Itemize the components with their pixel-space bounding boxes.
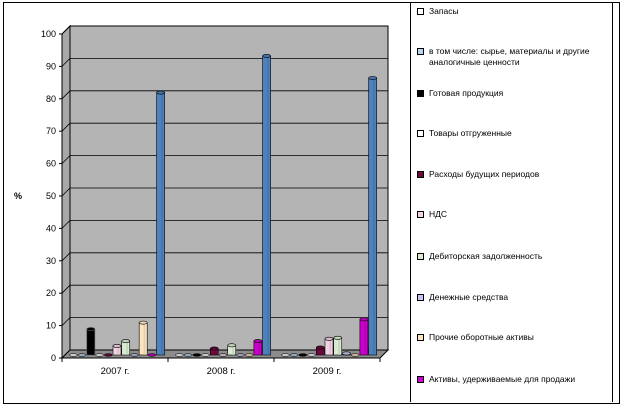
- legend-swatch: [417, 90, 424, 97]
- legend-swatch: [417, 334, 424, 341]
- gridline: [61, 155, 388, 164]
- y-tick-label: 90: [46, 61, 56, 71]
- gridline: [61, 284, 388, 294]
- legend-item: Готовая продукция: [417, 88, 608, 99]
- bar: [333, 335, 343, 356]
- bar: [209, 346, 219, 356]
- bar: [138, 320, 148, 356]
- bar: [350, 353, 360, 357]
- bar: [69, 353, 78, 357]
- bar: [104, 353, 113, 357]
- legend-item: Активы, удерживаемые для продажи: [417, 374, 608, 385]
- legend-label: в том числе: сырье, материалы и другие а…: [429, 46, 590, 67]
- legend-item: Товары отгруженные: [417, 128, 608, 139]
- bar: [359, 317, 369, 356]
- y-tick-label: 20: [46, 288, 56, 298]
- legend-label: Товары отгруженные: [429, 128, 512, 138]
- legend-swatch: [417, 171, 424, 178]
- legend-label: Готовая продукция: [429, 88, 504, 98]
- bar: [112, 344, 122, 356]
- bar: [307, 353, 316, 357]
- gridline: [61, 25, 388, 35]
- legend-swatch: [417, 8, 424, 15]
- x-category-label: 2008 г.: [207, 366, 236, 377]
- y-tick-label: 100: [41, 29, 56, 39]
- bar: [218, 353, 228, 357]
- bar: [298, 353, 308, 357]
- bar: [95, 353, 104, 357]
- bar: [86, 327, 96, 356]
- gridline: [61, 252, 388, 262]
- y-tick-label: 50: [46, 191, 56, 201]
- legend-item: Расходы будущих периодов: [417, 169, 608, 180]
- bar: [121, 339, 131, 356]
- legend: Запасы в том числе: сырье, материалы и др…: [410, 2, 613, 402]
- legend-label: Запасы: [429, 6, 459, 16]
- bar: [201, 353, 210, 357]
- legend-item: НДС: [417, 209, 608, 220]
- plot-area: [60, 24, 390, 360]
- bar: [324, 336, 334, 356]
- gridline: [61, 122, 388, 132]
- y-tick-label: 40: [46, 223, 56, 233]
- legend-swatch: [417, 211, 424, 218]
- bar: [281, 353, 290, 357]
- gridline: [61, 58, 388, 67]
- bar: [156, 90, 165, 356]
- legend-label: Прочие оборотные активы: [429, 332, 534, 342]
- x-category-label: 2007 г.: [101, 366, 130, 377]
- legend-item: Прочие оборотные активы: [417, 332, 608, 343]
- gridline: [61, 90, 388, 100]
- y-tick-label: 10: [46, 321, 56, 331]
- bar: [289, 353, 299, 357]
- bar: [244, 353, 254, 357]
- legend-label: НДС: [429, 209, 448, 219]
- bar: [192, 353, 202, 357]
- bar: [262, 54, 271, 356]
- legend-label: Денежные средства: [429, 292, 509, 302]
- y-tick-label: 60: [46, 159, 56, 169]
- bar: [368, 76, 377, 356]
- legend-item: Дебиторская задолженность: [417, 251, 608, 262]
- gridline: [61, 187, 388, 197]
- y-tick-label: 70: [46, 126, 56, 136]
- legend-item: Денежные средства: [417, 292, 608, 303]
- legend-swatch: [417, 48, 424, 55]
- bar: [253, 339, 263, 356]
- legend-label: Дебиторская задолженность: [429, 251, 543, 261]
- legend-label: Активы, удерживаемые для продажи: [429, 374, 576, 384]
- y-tick-label: 30: [46, 256, 56, 266]
- bar: [227, 343, 237, 356]
- y-axis-title: %: [14, 191, 22, 201]
- bar: [183, 353, 193, 357]
- x-axis-labels: 2007 г. 2008 г. 2009 г.: [61, 358, 381, 377]
- legend-item: в том числе: сырье, материалы и другие а…: [417, 46, 608, 68]
- gridline: [61, 219, 388, 229]
- legend-swatch: [417, 376, 424, 383]
- bar: [315, 345, 325, 356]
- legend-item: Запасы: [417, 6, 608, 17]
- y-axis-ticks: 0 10 20 30 40 50 60 70 80 90 100: [41, 29, 62, 363]
- bars: [69, 54, 377, 357]
- y-tick-label: 80: [46, 94, 56, 104]
- legend-swatch: [417, 253, 424, 260]
- bar: [342, 351, 351, 356]
- bar: [77, 353, 87, 357]
- bar: [175, 353, 184, 357]
- legend-swatch: [417, 130, 424, 137]
- legend-label: Расходы будущих периодов: [429, 169, 540, 179]
- bar: [130, 353, 139, 357]
- y-tick-label: 0: [51, 353, 56, 363]
- legend-swatch: [417, 294, 424, 301]
- x-category-label: 2009 г.: [313, 366, 342, 377]
- bar: [147, 353, 157, 357]
- bar: [236, 353, 245, 357]
- gridline: [61, 317, 388, 326]
